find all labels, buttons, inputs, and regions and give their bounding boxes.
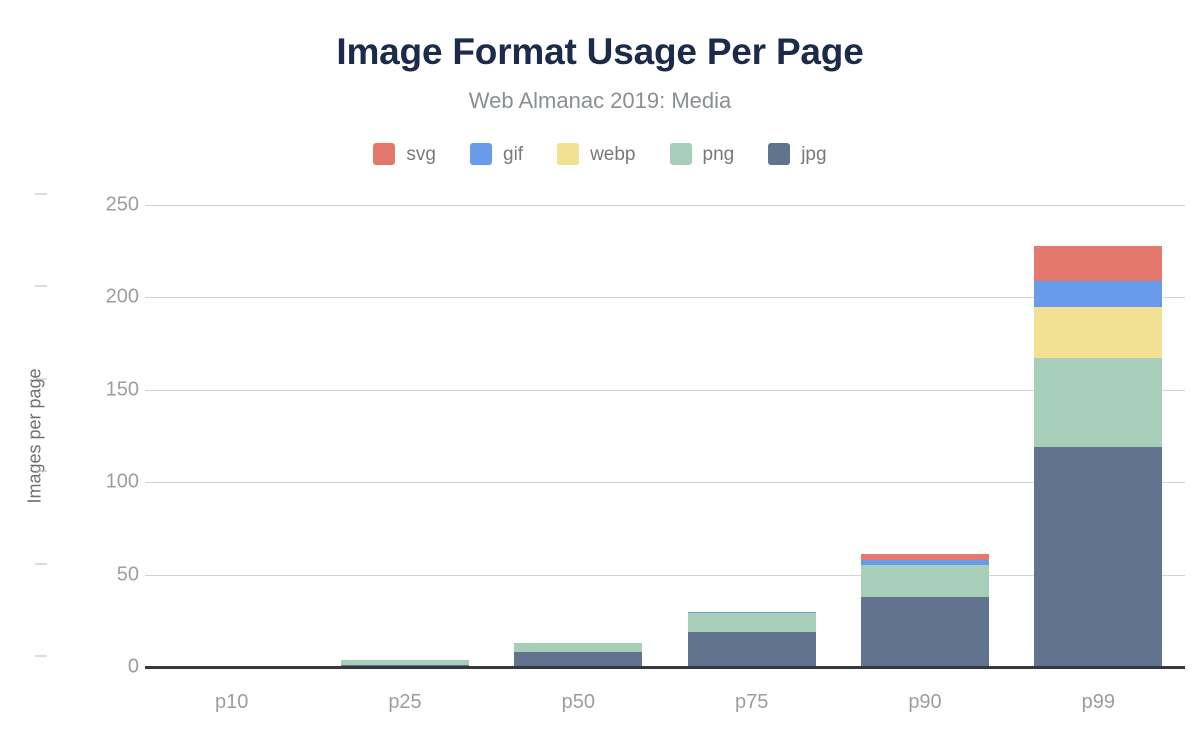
legend-swatch-jpg <box>768 143 791 165</box>
bar-segment-png-p90[interactable] <box>860 565 990 597</box>
legend-swatch-svg <box>373 143 396 165</box>
bar-segment-webp-p99[interactable] <box>1034 306 1163 359</box>
bar-segment-svg-p99[interactable] <box>1034 245 1163 281</box>
legend-item-gif[interactable]: gif <box>470 143 523 165</box>
bar-group-p25[interactable] <box>340 205 470 667</box>
legend-item-jpg[interactable]: jpg <box>768 143 827 165</box>
gridline <box>145 205 1185 206</box>
y-axis-tick-mark <box>35 193 47 195</box>
legend-label-svg: svg <box>406 143 436 165</box>
y-axis-tick-label: 250 <box>35 193 139 217</box>
bar-group-p99[interactable] <box>1034 205 1163 667</box>
bar-segment-jpg-p99[interactable] <box>1034 447 1163 667</box>
bar-segment-gif-p99[interactable] <box>1034 280 1163 307</box>
y-axis-tick-label: 150 <box>35 378 139 401</box>
chart-legend: svg gif webp png jpg <box>0 143 1200 165</box>
bar-segment-png-p50[interactable] <box>514 642 643 653</box>
bar-segment-gif-p75[interactable] <box>687 611 816 614</box>
x-axis-tick-p99: p99 <box>1081 691 1116 713</box>
bar-segment-png-p25[interactable] <box>340 659 470 666</box>
legend-label-png: png <box>702 143 735 165</box>
y-axis-tick-label: 100 <box>35 470 139 494</box>
y-axis-title: Images per page <box>24 368 45 504</box>
chart-title: Image Format Usage Per Page <box>336 31 864 72</box>
bar-segment-jpg-p50[interactable] <box>514 652 643 667</box>
gridline <box>145 574 1185 576</box>
bar-stack <box>340 205 470 667</box>
y-axis-tick-label: 50 <box>35 563 139 586</box>
gridline <box>145 482 1185 484</box>
bar-stack <box>514 205 643 667</box>
bar-group-p10[interactable] <box>168 205 296 667</box>
x-axis-tick-p25: p25 <box>388 691 422 713</box>
bar-segment-gif-p90[interactable] <box>860 559 990 566</box>
y-axis-tick-mark <box>35 470 47 472</box>
y-axis-tick-mark <box>35 655 47 657</box>
bar-series-layer <box>145 205 1185 667</box>
gridline <box>145 389 1185 391</box>
legend-label-webp: webp <box>590 143 636 165</box>
x-axis-line <box>145 666 1185 669</box>
x-axis-tick-p50: p50 <box>561 691 596 713</box>
bar-segment-jpg-p75[interactable] <box>687 631 816 667</box>
y-axis-tick-label: 0 <box>35 655 139 679</box>
bar-segment-png-p99[interactable] <box>1034 358 1163 448</box>
bar-segment-jpg-p90[interactable] <box>860 596 990 667</box>
x-axis-tick-p75: p75 <box>734 691 769 713</box>
y-axis-tick-mark <box>35 285 47 287</box>
gridline <box>145 297 1185 299</box>
y-axis-tick-label: 200 <box>35 285 139 309</box>
chart-subtitle: Web Almanac 2019: Media <box>468 88 732 113</box>
legend-item-webp[interactable]: webp <box>557 143 636 165</box>
y-axis-tick-mark <box>35 563 47 565</box>
bar-stack <box>168 205 296 667</box>
bar-stack <box>687 205 816 667</box>
bar-stack <box>1034 205 1163 667</box>
y-axis-tick-mark <box>35 378 47 380</box>
legend-swatch-webp <box>557 143 580 165</box>
legend-label-jpg: jpg <box>801 143 827 165</box>
plot-area: Images per page 0 50 100 150 200 250 <box>25 193 1185 678</box>
bar-group-p75[interactable] <box>687 205 816 667</box>
bar-group-p90[interactable] <box>860 205 990 667</box>
bar-group-p50[interactable] <box>514 205 643 667</box>
bar-segment-svg-p90[interactable] <box>860 554 990 560</box>
bar-segment-png-p75[interactable] <box>687 613 816 632</box>
legend-label-gif: gif <box>503 143 524 165</box>
legend-swatch-png <box>669 143 692 165</box>
x-axis-tick-p90: p90 <box>908 691 942 713</box>
legend-swatch-gif <box>470 143 492 165</box>
legend-item-svg[interactable]: svg <box>373 143 436 165</box>
x-axis-tick-labels: p10 p25 p50 p75 p90 p99 <box>145 667 1185 727</box>
legend-item-png[interactable]: png <box>669 143 735 165</box>
bar-stack <box>860 205 990 667</box>
x-axis-tick-p10: p10 <box>214 691 249 713</box>
